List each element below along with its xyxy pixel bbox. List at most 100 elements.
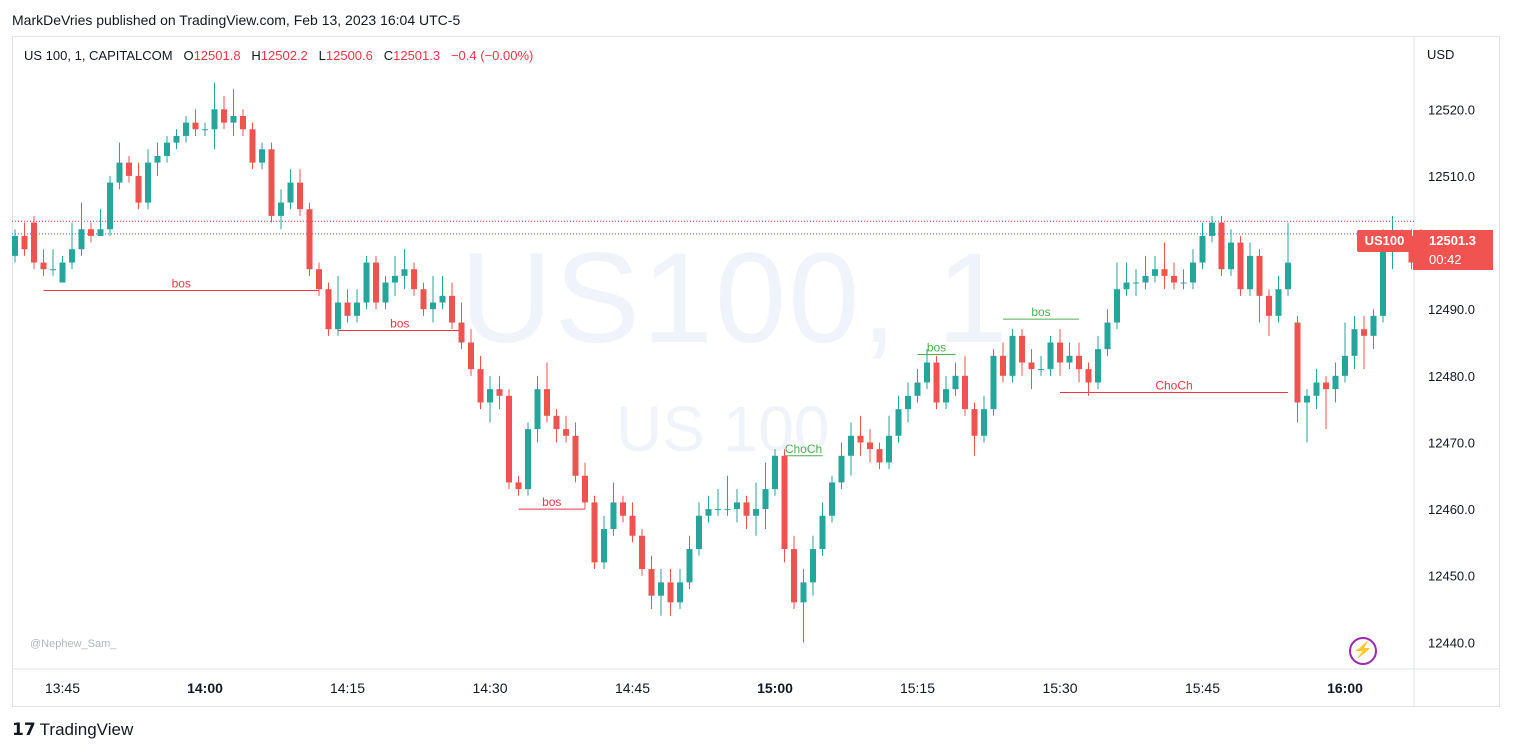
structure-mark-bos: bos	[518, 495, 585, 510]
candle-body	[12, 235, 18, 256]
candle-body	[924, 362, 930, 383]
candle	[325, 282, 332, 336]
candle-body	[810, 549, 816, 583]
candle-body	[1218, 222, 1225, 270]
candle	[933, 355, 940, 410]
candle	[544, 362, 550, 423]
candle	[734, 489, 740, 523]
structure-label: bos	[390, 317, 409, 331]
candle	[40, 249, 47, 276]
candle-body	[1161, 269, 1168, 276]
candlestick-chart[interactable]: bos bos bos ChoCh bos bos ChoCh 12520.0 12510.0…	[12, 36, 1500, 707]
candle	[648, 555, 655, 610]
candle	[886, 415, 892, 470]
symbol-price-tag: US100	[1357, 230, 1412, 252]
candle	[1057, 329, 1063, 376]
candle-body	[715, 509, 721, 511]
candle	[534, 375, 541, 443]
time-tick-label: 15:15	[900, 680, 935, 696]
candle-body	[1332, 375, 1339, 390]
candle	[487, 375, 493, 423]
candle-body	[1028, 362, 1035, 370]
candle-body	[534, 389, 541, 430]
candle-body	[1370, 315, 1377, 336]
candle-body	[344, 302, 351, 316]
candle	[1038, 355, 1044, 376]
candle	[1228, 229, 1234, 276]
price-tick-label: 12480.0	[1428, 369, 1475, 384]
candle	[126, 155, 132, 183]
candle-body	[458, 322, 465, 343]
candle-body	[202, 129, 208, 131]
candle-body	[306, 209, 313, 270]
candle-body	[268, 149, 275, 216]
structure-mark-bos: bos	[1003, 305, 1079, 320]
candle	[1266, 289, 1272, 336]
candle	[639, 529, 645, 576]
candle-body	[943, 389, 949, 403]
symbol-watermark-sub: US 100	[616, 393, 830, 465]
candle-body	[449, 295, 455, 323]
candle	[658, 569, 664, 616]
candle-body	[838, 455, 845, 483]
candle-body	[658, 582, 664, 596]
structure-label: bos	[927, 340, 946, 354]
candle-body	[981, 409, 987, 436]
candle-body	[1047, 342, 1054, 370]
candle-body	[952, 375, 959, 390]
time-tick-label: 15:00	[757, 680, 793, 696]
price-tick-label: 12510.0	[1428, 169, 1475, 184]
candle-body	[287, 182, 294, 203]
candle	[230, 89, 237, 136]
candle	[1066, 342, 1073, 370]
candle-body	[411, 269, 417, 290]
candle	[601, 515, 607, 570]
structure-annotations: bos bos bos ChoCh bos bos ChoCh	[43, 277, 1288, 510]
currency-label[interactable]: USD	[1427, 47, 1455, 62]
candle	[211, 82, 218, 150]
candle-body	[895, 409, 902, 436]
candle	[449, 282, 455, 330]
candle-body	[724, 509, 731, 511]
candle	[154, 142, 161, 176]
price-scale[interactable]: 12520.0 12510.0 12490.0 12480.0 12470.0 12460…	[1428, 102, 1475, 650]
candle-body	[259, 149, 265, 163]
candle-body	[1095, 349, 1101, 383]
candle-body	[743, 502, 750, 516]
lightning-icon[interactable]: ⚡	[1349, 637, 1377, 665]
candle	[249, 122, 256, 170]
candle	[1361, 315, 1367, 370]
candle	[1237, 235, 1244, 296]
structure-mark-bos: bos	[43, 277, 319, 292]
time-scale[interactable]: 13:45 14:00 14:15 14:30 14:45 15:00 15:15 15:30…	[45, 680, 1363, 696]
candle-body	[297, 182, 303, 210]
candle-body	[107, 182, 113, 230]
candle	[905, 382, 911, 423]
candle	[1076, 342, 1082, 383]
candle	[316, 262, 322, 296]
candle	[306, 202, 313, 276]
candle	[1304, 389, 1310, 443]
candle-body	[78, 229, 85, 250]
candle	[78, 202, 85, 256]
time-tick-label: 15:30	[1042, 680, 1077, 696]
candle	[1332, 362, 1339, 403]
tradingview-logo[interactable]: 17 TradingView	[12, 720, 133, 740]
candle-body	[496, 389, 503, 396]
reference-lines	[12, 220, 1414, 235]
candle-body	[392, 275, 398, 283]
time-tick-label: 13:45	[45, 680, 80, 696]
candle-body	[1275, 289, 1282, 316]
candle-body	[1209, 222, 1215, 236]
candle	[477, 355, 484, 410]
candle-body	[867, 442, 873, 450]
candle	[439, 275, 446, 310]
candle	[12, 229, 18, 263]
time-tick-label: 15:45	[1185, 680, 1220, 696]
candle	[724, 475, 731, 516]
candle	[192, 109, 199, 136]
candle	[88, 222, 94, 243]
legend-symbol[interactable]: US 100, 1, CAPITALCOM	[24, 48, 173, 63]
structure-label: bos	[1031, 305, 1050, 319]
candle-body	[21, 235, 28, 250]
